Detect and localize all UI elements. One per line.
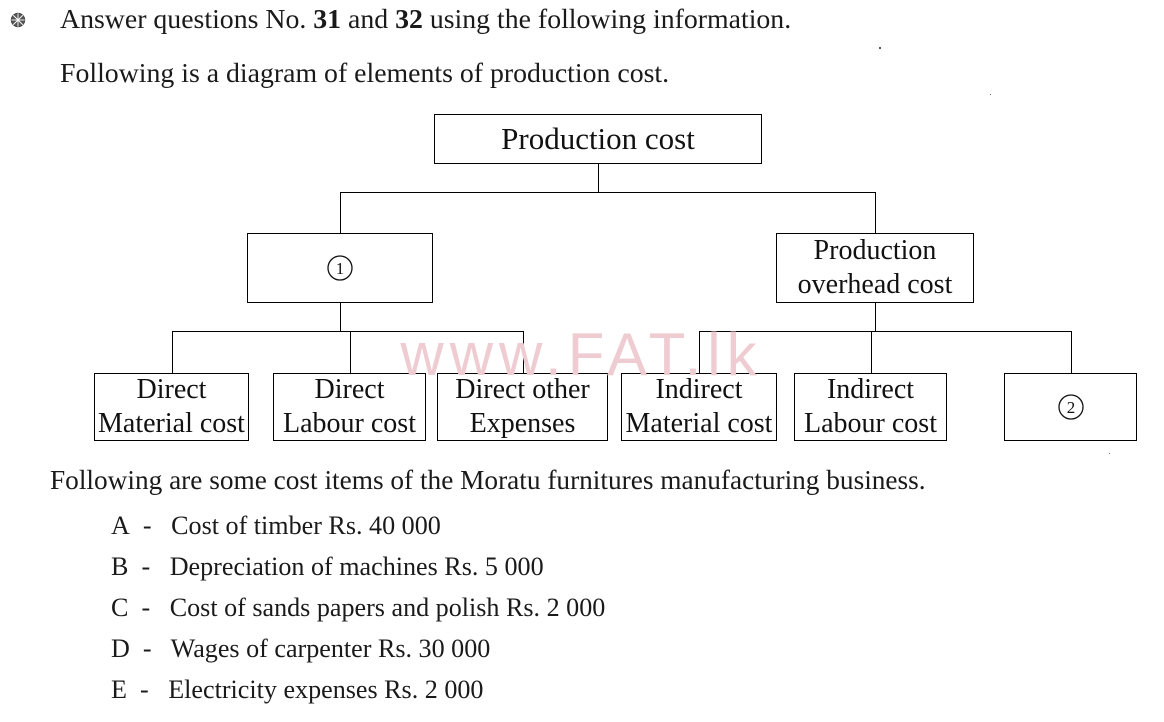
svg-text:2: 2 <box>1066 398 1075 417</box>
svg-text:1: 1 <box>336 259 345 278</box>
